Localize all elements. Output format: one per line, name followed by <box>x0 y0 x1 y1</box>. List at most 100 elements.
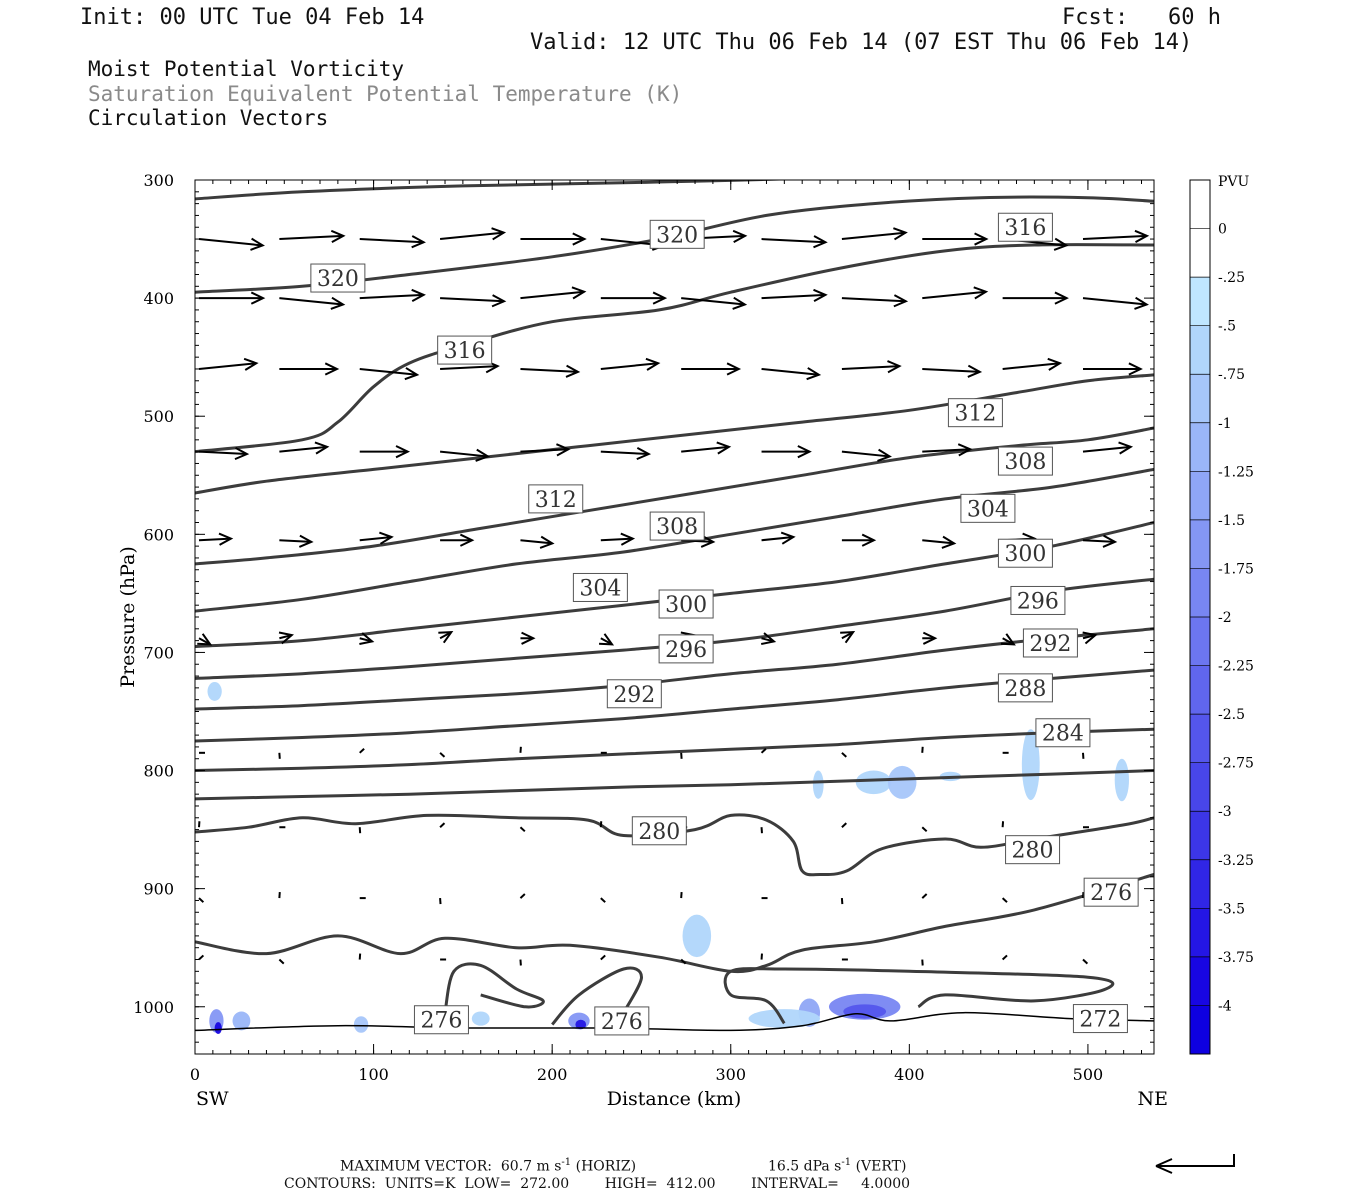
contour-label-box <box>528 484 584 514</box>
vector-shaft <box>520 367 579 373</box>
vector-shaft <box>359 293 424 300</box>
vector-head <box>645 357 661 371</box>
vector-shaft <box>600 450 649 456</box>
vert-unit-exponent: -1 <box>841 1157 852 1168</box>
vector-arrow <box>279 441 330 455</box>
contour-label: 280 <box>631 816 687 846</box>
vector-arrow <box>1082 958 1089 965</box>
contour-292 <box>195 627 1154 711</box>
vector-arrow <box>199 291 266 305</box>
contours-info: CONTOURS: UNITS=K LOW= 272.00 HIGH= 412.… <box>284 1176 911 1192</box>
title-circulation: Circulation Vectors <box>88 106 329 130</box>
vector-shaft <box>359 536 392 542</box>
colorbar-swatch <box>1190 859 1210 909</box>
colorbar-label: -1.5 <box>1218 513 1245 529</box>
contour-label-text: 304 <box>967 497 1009 522</box>
contour-label-box <box>1035 718 1091 748</box>
vector-shaft <box>198 362 257 370</box>
vector-shaft <box>922 290 987 300</box>
vector-arrow <box>440 533 475 547</box>
vector-head <box>243 357 259 371</box>
vector-head <box>1102 534 1118 548</box>
vector-shaft <box>440 297 505 303</box>
vector-arrow <box>922 631 938 645</box>
vector-stub <box>439 752 446 758</box>
vector-arrow <box>440 294 507 308</box>
vector-shaft <box>198 238 263 247</box>
colorbar-label: -2.25 <box>1218 659 1254 675</box>
vector-stub <box>198 954 205 961</box>
contour-label-text: 280 <box>638 820 680 845</box>
vector-arrow <box>922 443 973 457</box>
contour-label: 300 <box>658 589 714 619</box>
contour-label-text: 316 <box>1004 216 1046 241</box>
vector-head <box>732 296 748 310</box>
vector-shaft <box>841 450 890 458</box>
vector-stub <box>680 958 687 965</box>
vector-stub <box>841 752 847 758</box>
contour-label-text: 292 <box>613 683 655 708</box>
vector-arrow <box>439 822 446 828</box>
x-tick-label: 500 <box>1073 1065 1104 1084</box>
contour-label-text: 320 <box>317 267 359 292</box>
vector-head <box>732 229 748 243</box>
vector-shaft <box>520 539 553 545</box>
contour-label: 308 <box>649 511 705 541</box>
contour-label-text: 296 <box>665 638 707 663</box>
colorbar-swatch <box>1190 1005 1210 1054</box>
vector-head <box>556 443 571 457</box>
x-tick-label: 300 <box>715 1065 746 1084</box>
contour-label-box <box>1010 585 1066 615</box>
vector-head <box>941 535 957 549</box>
pvu-colorbar: PVU 0 -.25 -.5 -.75 -1 -1.25 -1.5 -1.75 -2 -2.25 -2… <box>1189 174 1254 1055</box>
vector-arrow <box>600 954 606 961</box>
forecast-hour: Fcst: 60 h <box>1062 5 1221 30</box>
contour-label-text: 312 <box>535 488 577 513</box>
vector-head <box>1047 357 1063 371</box>
vector-arrow <box>680 958 687 965</box>
vector-head <box>491 294 507 308</box>
vector-shaft <box>359 238 424 244</box>
contour-label-box <box>997 538 1053 568</box>
end-label-ne: NE <box>1138 1088 1169 1110</box>
vector-arrow <box>761 445 812 459</box>
mpv-patch <box>682 914 712 958</box>
vector-shaft <box>439 231 504 241</box>
mpv-shading <box>207 681 1129 1034</box>
vector-arrow <box>681 296 748 310</box>
y-tick-label: 1000 <box>133 998 174 1017</box>
vector-arrow <box>921 893 928 899</box>
vector-head <box>599 633 615 646</box>
y-tick-label: 600 <box>143 525 174 544</box>
contour-label-text: 296 <box>1017 589 1059 614</box>
vector-arrow <box>922 364 983 378</box>
vector-arrow <box>599 633 615 646</box>
colorbar-label: -2.5 <box>1218 707 1245 723</box>
vector-shaft <box>841 231 906 241</box>
mpv-patch <box>207 681 222 701</box>
contour-label: 280 <box>1005 835 1061 865</box>
vector-arrow <box>841 448 892 462</box>
contour-284 <box>195 727 1154 772</box>
vector-shaft <box>761 293 826 300</box>
colorbar-swatch <box>1190 519 1210 569</box>
vector-head <box>359 632 375 645</box>
colorbar-swatch <box>1190 714 1210 763</box>
vector-head <box>1053 237 1069 251</box>
contour-label: 304 <box>960 493 1016 523</box>
vector-arrow <box>1000 633 1016 646</box>
vector-arrow <box>1082 229 1150 243</box>
contour-label: 292 <box>606 679 662 709</box>
colorbar-label: -2 <box>1218 610 1232 626</box>
vector-arrow <box>519 893 526 899</box>
vector-head <box>1134 296 1149 310</box>
contour-label: 308 <box>997 446 1053 476</box>
contour-label: 296 <box>1010 585 1066 615</box>
vector-arrow <box>921 826 928 833</box>
contour-276 <box>443 962 545 1014</box>
vector-head <box>973 286 989 300</box>
colorbar-swatch <box>1190 422 1210 472</box>
horiz-unit-exponent: -1 <box>561 1157 572 1168</box>
vector-arrow <box>519 826 526 833</box>
contour-label-text: 276 <box>1090 881 1132 906</box>
